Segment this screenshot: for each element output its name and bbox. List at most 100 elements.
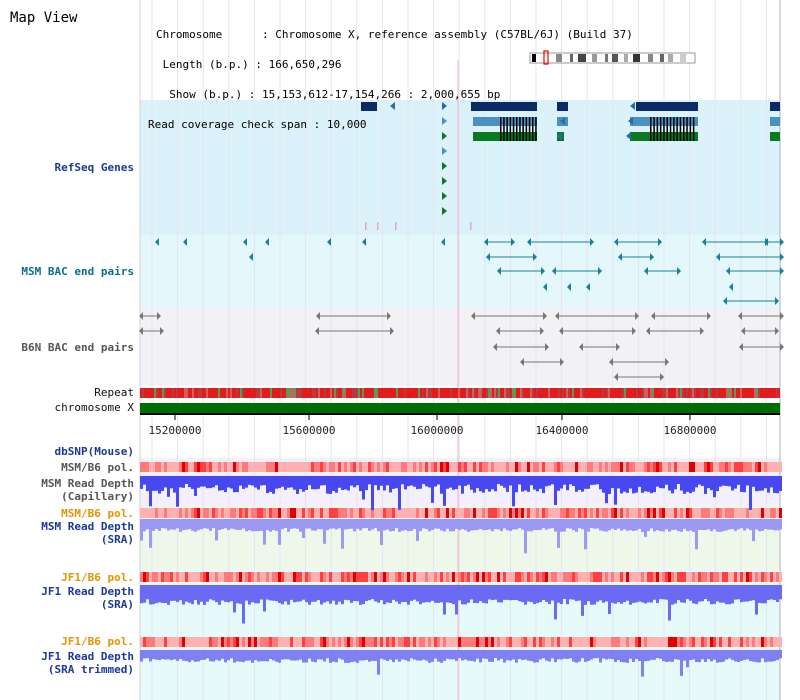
depth-bar	[179, 650, 182, 659]
pol-cell	[200, 637, 203, 647]
pol-cell	[731, 637, 734, 647]
pol-cell	[287, 508, 290, 518]
depth-bar	[608, 519, 611, 531]
repeat-block	[604, 388, 606, 398]
depth-bar	[464, 585, 467, 605]
depth-bar	[599, 650, 602, 663]
depth-bar	[320, 476, 323, 486]
repeat-block	[280, 388, 282, 398]
depth-bar	[182, 585, 185, 605]
repeat-block	[586, 388, 588, 398]
depth-bar	[638, 650, 641, 661]
depth-bar	[521, 650, 524, 661]
pol-cell	[242, 637, 245, 647]
pol-cell	[206, 572, 209, 582]
repeat-block	[746, 388, 748, 398]
depth-bar	[701, 519, 704, 530]
depth-bar	[629, 585, 632, 605]
track-label-msm-bac[interactable]: MSM BAC end pairs	[21, 265, 134, 278]
pol-cell	[332, 572, 335, 582]
exon	[686, 117, 688, 141]
pol-cell	[626, 462, 629, 472]
pol-cell	[140, 572, 143, 582]
track-label-refseq-genes[interactable]: RefSeq Genes	[54, 161, 134, 174]
depth-bar	[623, 476, 626, 492]
depth-bar	[626, 519, 629, 531]
pol-cell	[467, 572, 470, 582]
pol-cell	[734, 572, 737, 582]
pol-cell	[449, 572, 452, 582]
repeat-block	[616, 388, 618, 398]
pol-cell	[458, 572, 461, 582]
pol-cell	[347, 462, 350, 472]
repeat-block	[182, 388, 184, 398]
depth-bar	[203, 476, 206, 487]
depth-bar	[446, 519, 449, 529]
repeat-block	[706, 388, 708, 398]
depth-bar	[278, 519, 281, 545]
pol-cell	[452, 462, 455, 472]
bac-pair-end	[511, 238, 515, 246]
pol-cell	[254, 572, 257, 582]
depth-bar	[587, 585, 590, 602]
track-label-jf1-b6-pol-2[interactable]: JF1/B6 pol.	[61, 635, 134, 648]
depth-bar	[740, 519, 743, 529]
depth-bar	[377, 650, 380, 675]
depth-bar	[647, 476, 650, 492]
pol-cell	[578, 462, 581, 472]
depth-bar	[146, 476, 149, 492]
repeat-block	[330, 388, 332, 398]
pol-cell	[773, 508, 776, 518]
repeat-block	[454, 388, 456, 398]
pol-cell	[611, 572, 614, 582]
pol-cell	[509, 637, 512, 647]
depth-bar	[230, 650, 233, 659]
pol-cell	[473, 508, 476, 518]
pol-cell	[398, 508, 401, 518]
track-label-msm-depth-sra[interactable]: MSM Read Depth	[41, 520, 134, 533]
pol-cell	[254, 637, 257, 647]
track-label-jf1-depth-trimmed[interactable]: JF1 Read Depth	[41, 650, 134, 663]
pol-cell	[746, 572, 749, 582]
track-label-jf1-b6-pol[interactable]: JF1/B6 pol.	[61, 571, 134, 584]
pol-cell	[587, 572, 590, 582]
repeat-block	[236, 388, 238, 398]
depth-bar	[392, 585, 395, 600]
depth-bar	[359, 476, 362, 492]
track-label-msm-b6-pol[interactable]: MSM/B6 pol.	[61, 461, 134, 474]
repeat-block	[212, 388, 214, 398]
pol-cell	[425, 637, 428, 647]
pol-cell	[770, 637, 773, 647]
depth-bar	[386, 519, 389, 530]
bac-pair-end	[702, 238, 706, 246]
depth-bar	[272, 519, 275, 530]
pol-cell	[299, 637, 302, 647]
depth-bar	[305, 476, 308, 490]
depth-bar	[767, 650, 770, 662]
pol-cell	[530, 508, 533, 518]
pol-cell	[689, 462, 692, 472]
repeat-block	[532, 388, 534, 398]
pol-cell	[680, 572, 683, 582]
depth-bar	[515, 585, 518, 600]
b6n-pair-end	[560, 358, 564, 366]
depth-bar	[305, 650, 308, 663]
pol-cell	[242, 462, 245, 472]
repeat-block	[316, 388, 318, 398]
depth-bar	[596, 519, 599, 529]
track-label-dbsnp[interactable]: dbSNP(Mouse)	[54, 445, 134, 458]
bac-pair-end	[780, 253, 784, 261]
depth-bar	[707, 585, 710, 602]
repeat-block	[478, 388, 480, 398]
track-label-b6n-bac[interactable]: B6N BAC end pairs	[21, 341, 134, 354]
track-label-msm-depth-capillary[interactable]: MSM Read Depth	[41, 477, 134, 490]
depth-bar	[428, 585, 431, 603]
repeat-block	[222, 388, 224, 398]
depth-bar	[731, 476, 734, 491]
pol-cell	[443, 462, 446, 472]
pol-cell	[500, 508, 503, 518]
track-label-msm-b6-pol-2[interactable]: MSM/B6 pol.	[61, 507, 134, 520]
track-label-jf1-depth-sra[interactable]: JF1 Read Depth	[41, 585, 134, 598]
repeat-block	[666, 388, 668, 398]
